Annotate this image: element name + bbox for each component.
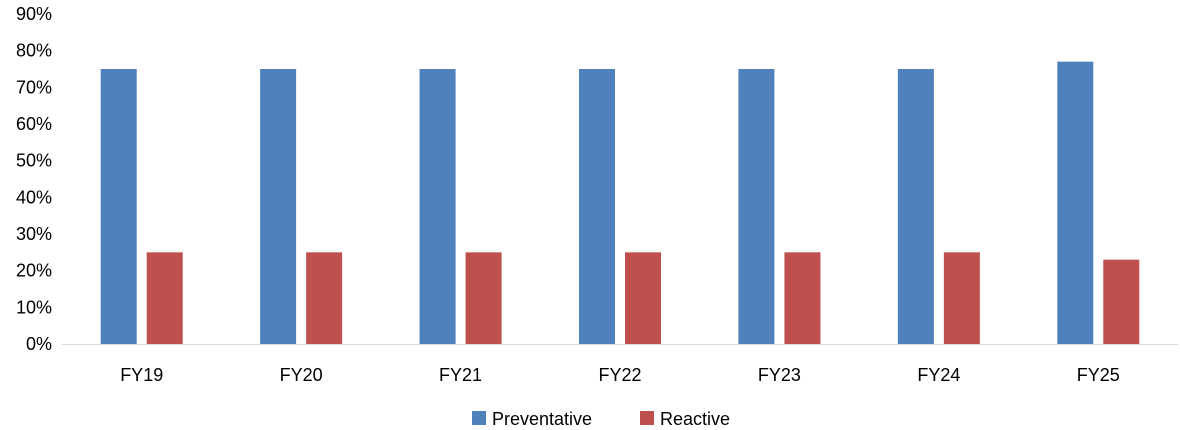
bar-reactive-fy19 — [146, 252, 183, 344]
y-tick-label: 10% — [16, 297, 52, 317]
bar-reactive-fy21 — [465, 252, 502, 344]
bar-reactive-fy25 — [1103, 259, 1140, 344]
bar-preventative-fy22 — [579, 69, 615, 344]
x-tick-label: FY20 — [280, 365, 323, 385]
bar-preventative-fy21 — [419, 69, 456, 344]
x-tick-label: FY19 — [120, 365, 163, 385]
y-tick-label: 90% — [16, 4, 52, 24]
legend-label-reactive: Reactive — [660, 409, 730, 429]
legend-label-preventative: Preventative — [492, 409, 592, 429]
y-tick-label: 70% — [16, 77, 52, 97]
y-tick-label: 50% — [16, 151, 52, 171]
bar-preventative-fy24 — [897, 69, 934, 344]
x-tick-label: FY21 — [439, 365, 482, 385]
legend-swatch-preventative — [472, 411, 486, 425]
x-tick-label: FY24 — [917, 365, 960, 385]
y-axis-tick-labels: 0% 10% 20% 30% 40% 50% 60% 70% 80% 90% — [16, 4, 52, 354]
bar-preventative-fy23 — [738, 69, 775, 344]
y-tick-label: 0% — [26, 334, 52, 354]
y-tick-label: 80% — [16, 41, 52, 61]
bar-reactive-fy23 — [784, 252, 821, 344]
x-tick-label: FY25 — [1077, 365, 1120, 385]
bars-group — [100, 61, 1140, 345]
y-tick-label: 30% — [16, 224, 52, 244]
bar-reactive-fy20 — [306, 252, 343, 344]
legend-swatch-reactive — [640, 411, 654, 425]
x-axis-tick-labels: FY19 FY20 FY21 FY22 FY23 FY24 FY25 — [120, 365, 1120, 385]
legend: Preventative Reactive — [472, 409, 730, 429]
bar-reactive-fy22 — [625, 252, 661, 344]
bar-preventative-fy19 — [100, 69, 137, 344]
bar-preventative-fy25 — [1057, 61, 1094, 345]
y-tick-label: 60% — [16, 114, 52, 134]
x-tick-label: FY23 — [758, 365, 801, 385]
bar-preventative-fy20 — [260, 69, 297, 344]
bar-reactive-fy24 — [943, 252, 980, 344]
y-tick-label: 40% — [16, 187, 52, 207]
x-tick-label: FY22 — [598, 365, 641, 385]
y-tick-label: 20% — [16, 261, 52, 281]
